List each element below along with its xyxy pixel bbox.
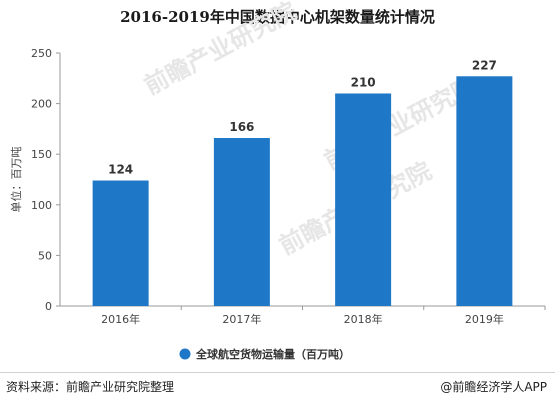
x-tick-label: 2018年 <box>344 312 383 326</box>
data-labels-group: 124 166 210 227 <box>108 58 497 176</box>
brand-credit: @前瞻经济学人APP <box>440 380 547 394</box>
legend-marker <box>179 348 191 360</box>
watermark-layer: 前瞻产业研究院前瞻产业研究院前瞻产业研究院 <box>140 0 481 260</box>
bar <box>456 76 513 306</box>
x-tick-label: 2019年 <box>465 312 504 326</box>
y-axis-label: 单位：百万吨 <box>9 147 23 213</box>
data-label: 227 <box>472 58 497 72</box>
y-tick-label: 200 <box>31 98 52 111</box>
y-tick-label: 100 <box>31 199 52 212</box>
y-tick-label: 150 <box>31 148 52 161</box>
y-tick-label: 250 <box>31 47 52 60</box>
data-label: 124 <box>108 163 133 177</box>
data-label: 210 <box>351 75 376 89</box>
bar <box>335 93 392 306</box>
legend: 全球航空货物运输量（百万吨） <box>179 347 350 361</box>
source-note: 资料来源：前瞻产业研究院整理 <box>6 380 175 394</box>
footer-divider <box>0 372 555 373</box>
data-label: 166 <box>229 120 254 134</box>
x-tick-label: 2017年 <box>222 312 261 326</box>
chart-title: 2016-2019年中国数据中心机架数量统计情况 <box>120 8 435 26</box>
bar-chart: 前瞻产业研究院前瞻产业研究院前瞻产业研究院 0 50 100 150 200 250 单位：… <box>9 0 546 361</box>
bar <box>213 138 270 306</box>
y-tick-label: 50 <box>38 249 52 262</box>
bars-group <box>92 76 513 306</box>
bar <box>92 180 149 306</box>
legend-label: 全球航空货物运输量（百万吨） <box>195 347 350 361</box>
x-tick-label: 2016年 <box>101 312 140 326</box>
chart-axes: 0 50 100 150 200 250 单位：百万吨 2016年 2017年 2018年 2019… <box>9 47 546 326</box>
y-tick-label: 0 <box>45 300 52 313</box>
watermark-text: 前瞻产业研究院 <box>140 0 301 100</box>
